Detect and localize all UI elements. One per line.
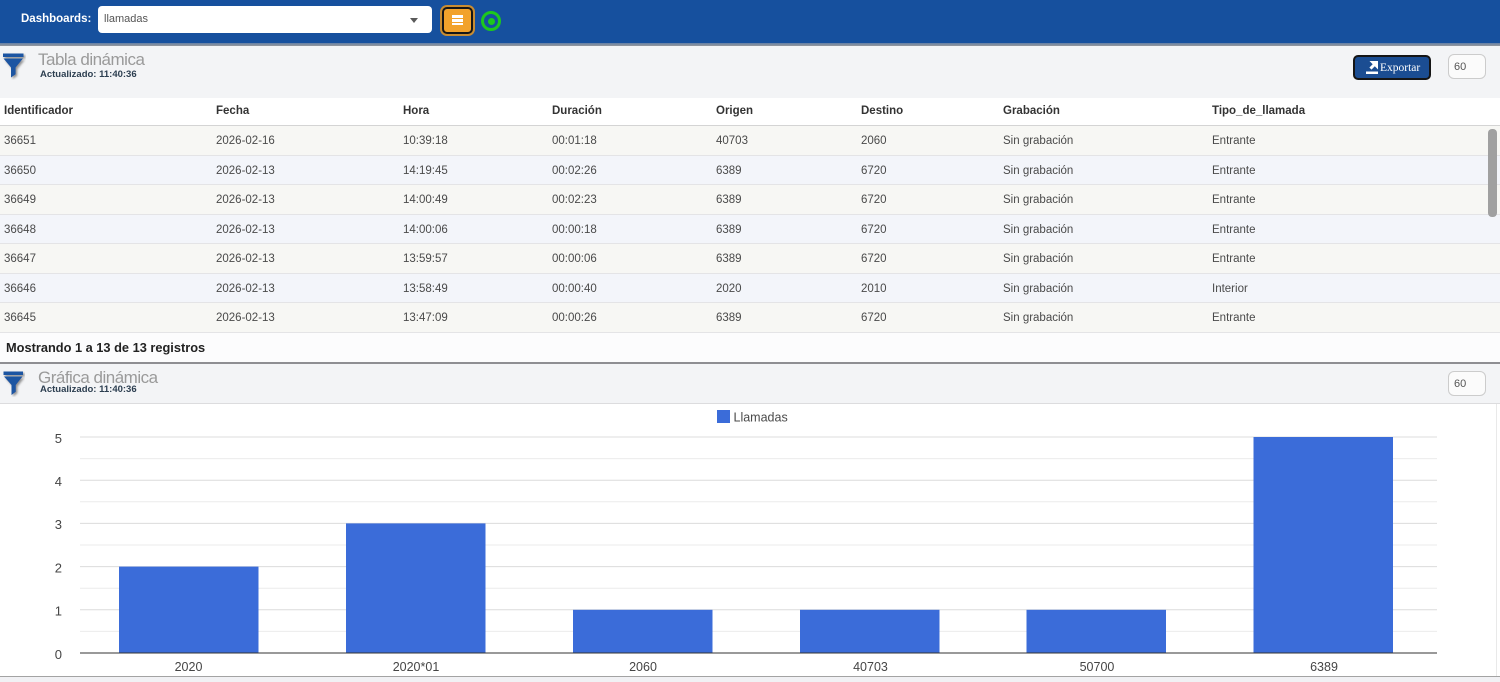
svg-text:2: 2: [55, 560, 62, 575]
svg-text:2060: 2060: [629, 660, 657, 674]
svg-text:50700: 50700: [1080, 660, 1115, 674]
svg-text:2020*01: 2020*01: [393, 660, 440, 674]
svg-text:2020: 2020: [175, 660, 203, 674]
svg-text:6389: 6389: [1310, 660, 1338, 674]
svg-text:Llamadas: Llamadas: [734, 411, 788, 425]
svg-text:3: 3: [55, 517, 62, 532]
svg-text:4: 4: [55, 474, 62, 489]
svg-text:5: 5: [55, 431, 62, 446]
svg-text:40703: 40703: [853, 660, 888, 674]
svg-text:0: 0: [55, 647, 62, 662]
svg-text:1: 1: [55, 604, 62, 619]
